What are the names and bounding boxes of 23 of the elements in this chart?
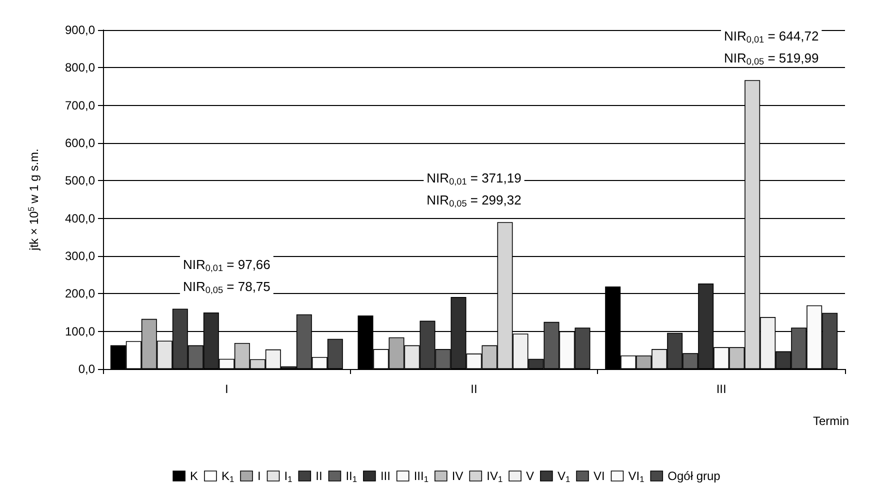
legend-label: III [380, 469, 390, 483]
y-tick-label: 600,0 [64, 136, 96, 150]
y-tick-label: 800,0 [64, 60, 96, 75]
legend-label: II [316, 469, 322, 483]
legend-label: I [258, 469, 261, 483]
legend-label: V [526, 469, 534, 483]
x-tick-label: II [470, 382, 478, 396]
x-axis-title: Termin [813, 414, 850, 428]
y-tick-label: 0,0 [78, 362, 96, 376]
y-tick-label: 200,0 [64, 286, 96, 301]
y-tick-label: 400,0 [64, 211, 96, 226]
y-tick-label: 900,0 [64, 23, 96, 37]
y-axis-title: jtk × 105 w 1 g s.m. [26, 148, 41, 252]
y-tick-label: 500,0 [64, 174, 96, 188]
legend-label: Ogół grup [668, 469, 721, 483]
legend-label: VI [594, 469, 605, 483]
y-tick-label: 700,0 [64, 98, 96, 112]
x-tick-label: I [224, 382, 228, 396]
y-tick-label: 300,0 [64, 249, 96, 263]
legend-label: IV [452, 469, 464, 483]
x-tick-label: III [716, 382, 726, 396]
legend-label: K [190, 469, 198, 483]
y-tick-label: 100,0 [64, 324, 96, 338]
